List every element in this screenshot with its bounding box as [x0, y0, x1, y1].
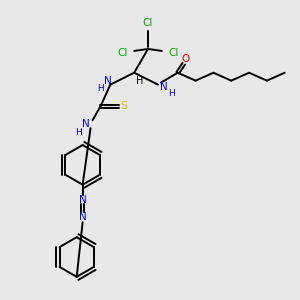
Text: N: N — [79, 212, 86, 222]
Text: N: N — [79, 194, 86, 205]
Text: H: H — [136, 76, 144, 85]
Text: O: O — [182, 54, 190, 64]
Text: H: H — [168, 89, 175, 98]
Text: Cl: Cl — [169, 48, 179, 58]
Text: N: N — [160, 82, 168, 92]
Text: N: N — [82, 119, 89, 129]
Text: H: H — [75, 128, 82, 137]
Text: N: N — [103, 76, 111, 85]
Text: Cl: Cl — [117, 48, 128, 58]
Text: H: H — [97, 84, 104, 93]
Text: S: S — [121, 101, 128, 111]
Text: Cl: Cl — [143, 18, 153, 28]
